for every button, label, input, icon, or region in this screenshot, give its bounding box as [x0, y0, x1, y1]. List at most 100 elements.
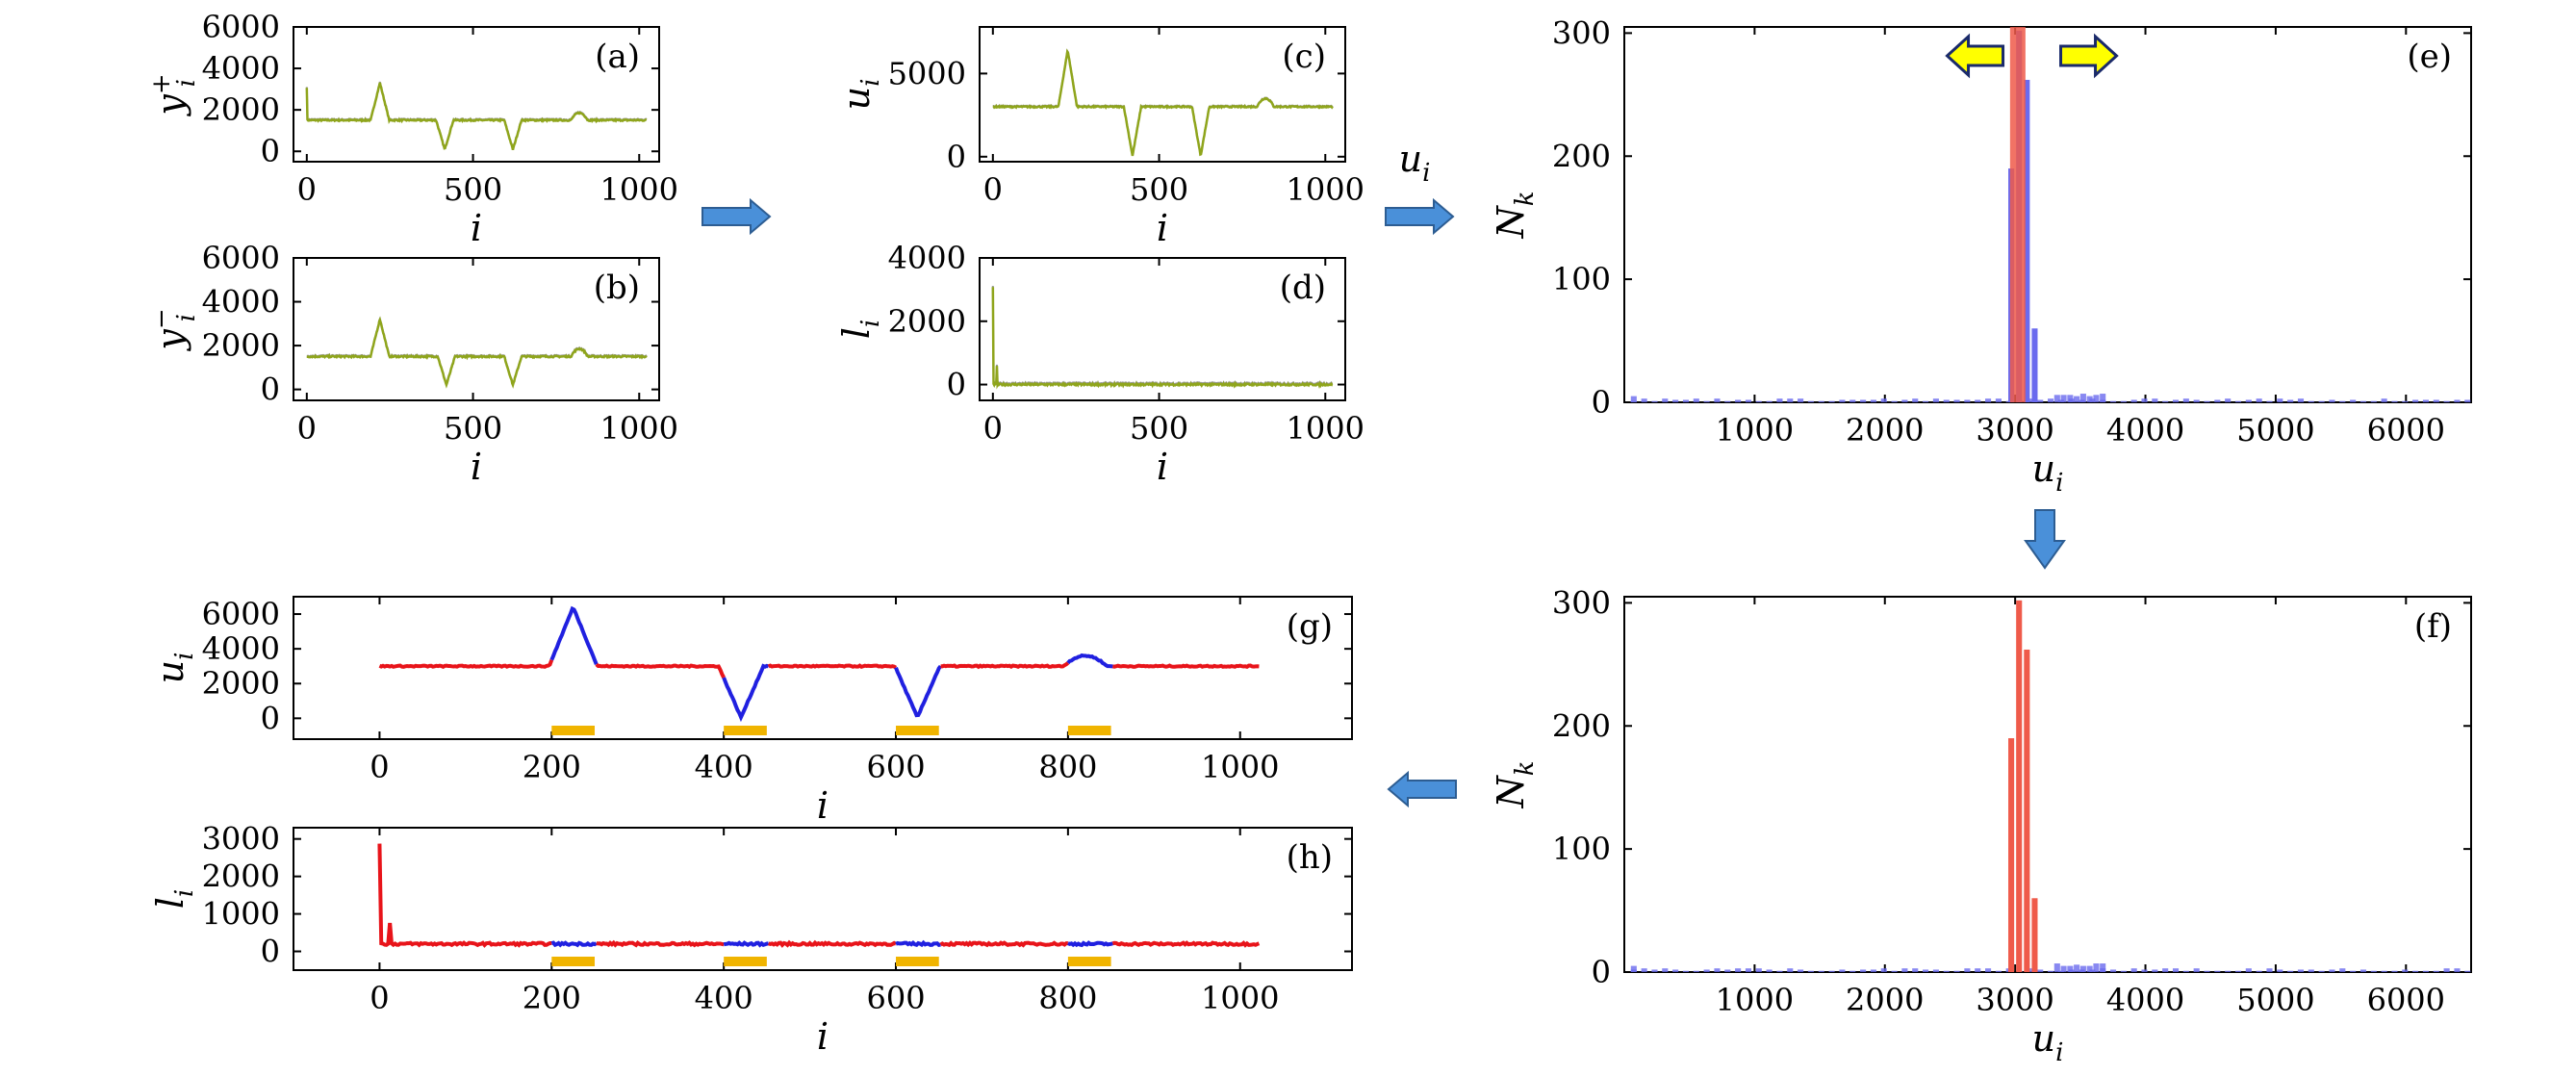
mode-highlight-band — [2009, 27, 2026, 402]
x-tick-label: 600 — [866, 980, 925, 1016]
histogram-bar — [2422, 970, 2429, 972]
histogram-bar — [1766, 969, 1773, 972]
x-tick-label: 1000 — [1716, 982, 1794, 1018]
anomaly-series-line — [550, 940, 598, 948]
panel-d: 0 500 1000 0 2000 4000 (d) li i — [835, 240, 1365, 488]
y-tick-label: 100 — [1552, 261, 1611, 297]
x-tick-label: 800 — [1038, 749, 1097, 785]
x-axis-label-text: i — [1157, 446, 1168, 488]
histogram-bar — [2350, 399, 2357, 402]
histogram-bar — [2381, 398, 2387, 402]
histogram-bar — [2037, 969, 2044, 972]
arrow-label: ui — [1399, 138, 1431, 188]
y-axis-label: ui — [149, 653, 199, 684]
histogram-bar — [1662, 398, 1669, 402]
histogram-bar — [2225, 970, 2232, 972]
x-tick-label: 200 — [523, 980, 581, 1016]
y-tick-label: 2000 — [202, 665, 280, 702]
histogram-bar — [1755, 400, 1762, 402]
histogram-bar — [1975, 399, 1981, 402]
histogram-bar — [1818, 400, 1824, 402]
histogram-bar — [2214, 970, 2221, 972]
histogram-bar — [1891, 970, 1898, 972]
histogram-bar — [2162, 968, 2169, 972]
x-tick-label: 0 — [983, 410, 1003, 447]
histogram-bar — [1923, 969, 1929, 972]
anomaly-series-line — [722, 663, 770, 723]
x-axis-label-text: ui — [2032, 448, 2064, 498]
histogram-bar — [2093, 395, 2100, 402]
histogram-bar — [1714, 398, 1721, 402]
histogram-bar — [1766, 400, 1773, 402]
x-tick-label: 500 — [444, 171, 502, 208]
x-tick-label: 0 — [297, 171, 317, 208]
histogram-bar — [2359, 400, 2367, 402]
x-tick-label: 400 — [695, 980, 753, 1016]
histogram-bar — [2109, 400, 2117, 402]
histogram-bar — [2060, 965, 2067, 972]
histogram-bar — [1703, 400, 1710, 402]
histogram-bar — [2412, 399, 2419, 402]
histogram-bar — [2339, 400, 2346, 402]
histogram-bar — [2287, 970, 2294, 972]
anomaly-range-marker — [896, 957, 939, 966]
y-tick-label: 300 — [1552, 584, 1611, 621]
x-axis-label: i — [1157, 446, 1168, 488]
histogram-bar — [1870, 399, 1876, 402]
x-axis-label: i — [471, 446, 482, 488]
histogram-bar — [2016, 600, 2023, 972]
panel-label: (h) — [1287, 838, 1333, 877]
histogram-bar — [2297, 398, 2305, 402]
y-tick-label: 6000 — [202, 9, 280, 45]
anomaly-series-line — [1067, 940, 1113, 948]
histogram-bar — [1943, 970, 1950, 972]
y-tick-label: 200 — [1552, 138, 1611, 174]
smoothed-series-line — [306, 316, 648, 389]
histogram-bar — [2245, 968, 2252, 972]
right-arrow-icon — [2059, 33, 2119, 79]
histogram-bar — [2402, 969, 2409, 972]
x-axis-label-text: i — [471, 207, 482, 249]
histogram-bar — [2109, 969, 2117, 972]
histogram-bar — [2443, 400, 2450, 402]
histogram-bar — [2308, 400, 2314, 402]
histogram-bar — [2067, 395, 2074, 402]
histogram-bar — [2402, 400, 2409, 402]
histogram-bar — [1807, 400, 1814, 402]
histogram-bar — [2225, 398, 2232, 402]
histogram-bar — [2152, 969, 2158, 972]
histogram-bar — [1964, 968, 1971, 972]
histogram-bar — [2053, 963, 2060, 972]
histogram-bar — [2024, 649, 2030, 972]
histogram-bar — [2048, 970, 2054, 972]
histogram-bar — [2454, 968, 2461, 972]
anomaly-range-marker — [724, 957, 767, 966]
histogram-bar — [2024, 79, 2030, 402]
histogram-bar — [1703, 969, 1710, 972]
histogram-bar — [2172, 399, 2180, 402]
panel-label: (d) — [1280, 269, 1326, 307]
x-tick-label: 1000 — [600, 410, 678, 447]
histogram-bar — [1787, 968, 1794, 972]
y-tick-label: 2000 — [202, 91, 280, 128]
x-axis-label: i — [471, 207, 482, 249]
y-axis-label-text: li — [835, 320, 885, 339]
histogram-bar — [2141, 969, 2148, 972]
histogram-bar — [1672, 969, 1679, 972]
histogram-bar — [2266, 400, 2273, 402]
histogram-bar — [1630, 396, 1637, 402]
histogram-bar — [1776, 970, 1783, 972]
histogram-bar — [2308, 969, 2314, 972]
y-axis-label: y+i — [147, 73, 201, 116]
histogram-bar — [1682, 970, 1690, 972]
y-axis-label-text: Nk — [1490, 191, 1540, 239]
smoothed-series-line — [305, 82, 648, 151]
x-tick-label: 4000 — [2106, 412, 2184, 448]
y-axis-label-text: y−i — [147, 308, 201, 351]
histogram-bar — [2464, 399, 2471, 402]
histogram-bar — [1849, 970, 1856, 972]
x-tick-label: 0 — [370, 980, 389, 1016]
histogram-bar — [1682, 399, 1690, 402]
axes-frame — [979, 26, 1346, 163]
flow-arrow-right-icon-2 — [1385, 197, 1455, 236]
